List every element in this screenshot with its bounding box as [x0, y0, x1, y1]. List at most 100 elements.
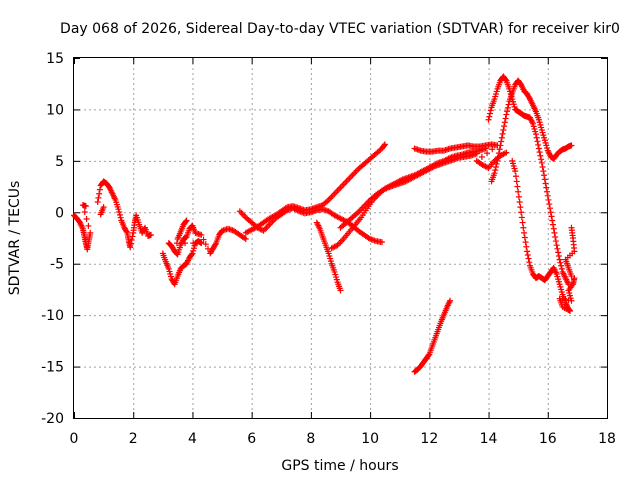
x-tick-label: 14: [480, 431, 498, 447]
series-sat-m: [509, 157, 578, 315]
data-point: [545, 196, 552, 203]
x-tick-labels: 0 2 4 6 8 10 12 14 16 18: [70, 431, 616, 447]
data-point: [558, 265, 565, 272]
data-point: [500, 127, 507, 133]
data-point: [523, 243, 530, 250]
chart-title: Day 068 of 2026, Sidereal Day-to-day VTE…: [60, 21, 620, 37]
data-point: [493, 160, 500, 167]
data-point: [556, 256, 563, 263]
data-point: [95, 194, 102, 201]
data-point: [535, 141, 542, 148]
data-point: [96, 190, 103, 197]
data-point: [513, 178, 520, 185]
data-point: [549, 217, 556, 224]
data-point: [82, 203, 89, 210]
data-point: [492, 167, 499, 174]
series-sat-j: [411, 297, 454, 375]
data-point: [117, 214, 124, 221]
x-tick-label: 10: [361, 431, 379, 447]
data-point: [554, 245, 561, 252]
data-point: [568, 273, 575, 280]
series-sat-n: [562, 224, 578, 280]
data-point: [541, 172, 548, 179]
data-point: [555, 249, 562, 256]
data-point: [97, 211, 104, 218]
data-point: [533, 134, 540, 141]
data-point: [502, 115, 509, 122]
data-point: [541, 176, 548, 183]
data-point: [425, 352, 432, 359]
data-point: [501, 123, 508, 130]
data-point: [116, 209, 123, 216]
x-tick-label: 8: [306, 431, 315, 447]
data-point: [519, 219, 526, 226]
data-point: [503, 149, 510, 156]
plot-frame: [73, 57, 608, 419]
data-point: [204, 245, 211, 252]
y-tick-label: -20: [41, 411, 64, 427]
data-point: [478, 154, 485, 160]
y-tick-label: -5: [50, 257, 64, 273]
y-tick-label: -10: [41, 308, 64, 324]
data-point: [514, 183, 521, 190]
data-point: [83, 215, 90, 222]
series-sat-b: [94, 178, 154, 251]
data-point: [557, 259, 564, 266]
data-point: [96, 186, 103, 193]
data-point: [487, 110, 494, 117]
data-point: [503, 111, 510, 118]
data-point: [123, 228, 130, 235]
data-point: [551, 229, 558, 236]
data-point: [381, 142, 388, 149]
axis-ticks: [74, 58, 608, 419]
y-tick-label: 5: [55, 154, 64, 170]
x-tick-label: 12: [420, 431, 438, 447]
data-point: [491, 170, 498, 177]
data-point: [512, 173, 519, 180]
data-point: [544, 188, 551, 195]
x-tick-label: 18: [598, 431, 616, 447]
data-point: [182, 218, 189, 225]
data-point: [515, 188, 522, 195]
data-point: [512, 168, 519, 175]
data-point: [198, 231, 205, 238]
data-point: [515, 193, 522, 200]
data-point: [524, 251, 531, 258]
data-point: [183, 217, 190, 224]
data-point: [516, 199, 523, 205]
data-point: [499, 130, 506, 137]
data-point: [87, 229, 94, 236]
data-point: [501, 119, 508, 126]
data-point: [542, 180, 549, 187]
data-point: [538, 159, 545, 166]
series-sat-e: [313, 219, 344, 294]
data-point: [555, 253, 562, 259]
data-point: [484, 150, 491, 157]
data-point: [381, 141, 388, 148]
data-point: [127, 244, 134, 251]
data-point: [526, 259, 533, 266]
data-point: [486, 113, 493, 120]
series-sat-f: [242, 141, 388, 236]
y-tick-label: 10: [46, 102, 64, 118]
data-point: [337, 287, 344, 294]
data-point: [538, 156, 545, 163]
data-point: [489, 146, 496, 153]
data-point: [521, 229, 528, 236]
data-point: [505, 101, 512, 108]
data-point: [190, 240, 197, 247]
data-point: [116, 211, 123, 218]
y-tick-label: 15: [46, 51, 64, 67]
data-point: [473, 150, 480, 157]
data-point: [188, 251, 195, 258]
x-axis-label: GPS time / hours: [281, 458, 398, 474]
data-point: [495, 150, 502, 157]
data-point: [518, 214, 525, 221]
data-point: [520, 224, 527, 231]
x-tick-label: 2: [129, 431, 138, 447]
data-point: [504, 108, 511, 115]
data-point: [558, 262, 565, 269]
data-point: [487, 107, 494, 114]
data-point: [147, 231, 154, 238]
